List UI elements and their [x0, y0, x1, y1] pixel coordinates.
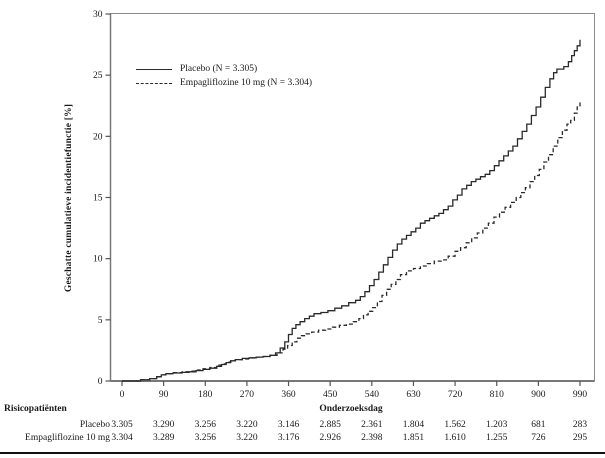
risk-value: 1.610 [444, 433, 466, 443]
risk-value: 726 [531, 433, 546, 443]
risk-value: 3.256 [194, 420, 216, 430]
risk-value: 3.146 [277, 420, 300, 430]
risk-value: 3.176 [277, 433, 300, 443]
risk-value: 1.255 [486, 433, 508, 443]
risk-value: 2.926 [319, 433, 341, 443]
x-tick-label: 900 [531, 390, 546, 400]
y-tick-label: 30 [93, 10, 103, 20]
risk-value: 2.885 [319, 420, 341, 430]
risk-value: 3.289 [152, 433, 175, 443]
risk-value: 283 [572, 420, 588, 430]
legend-label: Empagliflozine 10 mg (N = 3.304) [180, 78, 312, 88]
x-tick-label: 720 [448, 390, 463, 400]
x-tick-label: 90 [159, 390, 169, 400]
dashed-line-icon [136, 82, 172, 84]
risk-value: 1.804 [402, 420, 425, 430]
x-tick-label: 990 [573, 390, 588, 400]
bottom-divider [0, 452, 605, 454]
risk-value: 295 [572, 433, 588, 443]
risk-value: 3.305 [111, 420, 133, 430]
placebo-curve [122, 39, 581, 382]
x-tick-label: 810 [490, 390, 505, 400]
y-axis-title: Geschatte cumulatieve incidentiefunctie … [64, 103, 74, 293]
legend-label: Placebo (N = 3.305) [180, 64, 258, 74]
risk-value: 3.256 [194, 433, 216, 443]
risk-row-label-empagliflozine: Empagliflozine 10 mg [25, 433, 110, 443]
risk-value: 1.562 [444, 420, 466, 430]
x-tick-label: 270 [240, 390, 255, 400]
y-tick-label: 5 [98, 316, 103, 326]
y-tick-label: 0 [98, 377, 103, 387]
x-tick-label: 630 [406, 390, 421, 400]
legend-item-empagliflozine: Empagliflozine 10 mg (N = 3.304) [136, 76, 312, 90]
empagliflozine-curve [122, 100, 581, 382]
risk-table-title: Risicopatiënten [4, 404, 67, 414]
solid-line-icon [136, 68, 172, 70]
risk-value: 3.220 [236, 420, 258, 430]
risk-value: 3.290 [152, 420, 175, 430]
risk-value: 2.398 [361, 433, 383, 443]
y-tick-label: 10 [93, 255, 103, 265]
y-tick-label: 25 [93, 71, 103, 81]
legend: Placebo (N = 3.305) Empagliflozine 10 mg… [136, 62, 312, 90]
risk-value: 3.304 [111, 433, 133, 443]
risk-value: 3.220 [236, 433, 258, 443]
x-tick-label: 540 [365, 390, 380, 400]
risk-value: 1.851 [402, 433, 425, 443]
legend-item-placebo: Placebo (N = 3.305) [136, 62, 312, 76]
risk-value: 681 [531, 420, 546, 430]
x-axis-title: Onderzoeksdag [319, 404, 383, 414]
x-tick-label: 450 [323, 390, 338, 400]
x-tick-label: 360 [281, 390, 296, 400]
x-tick-label: 0 [120, 390, 125, 400]
risk-value: 2.361 [361, 420, 383, 430]
y-tick-label: 15 [93, 194, 103, 204]
risk-row-label-placebo: Placebo [79, 420, 110, 430]
x-tick-label: 180 [198, 390, 213, 400]
y-tick-label: 20 [93, 132, 103, 142]
risk-value: 1.203 [486, 420, 508, 430]
